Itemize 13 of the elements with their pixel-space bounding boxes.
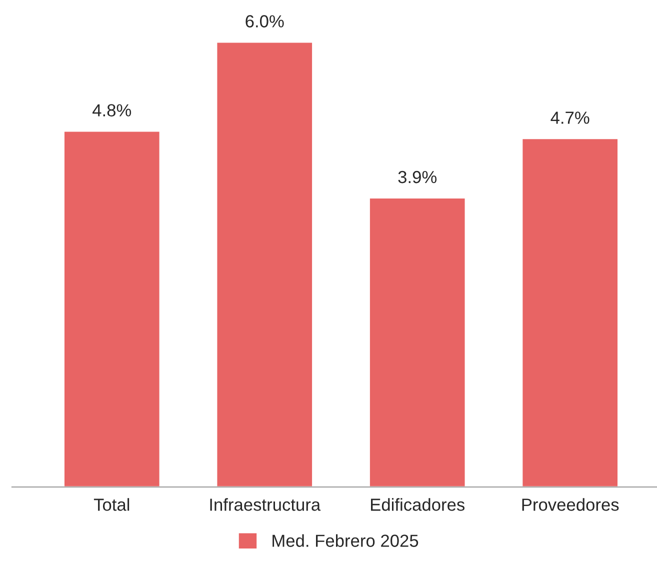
- data-label: 4.7%: [550, 112, 590, 124]
- bar: [368, 197, 466, 487]
- data-label: 4.8%: [92, 104, 132, 116]
- bar: [521, 138, 619, 487]
- data-label: 3.9%: [398, 170, 437, 184]
- data-label: 6.0%: [246, 15, 284, 28]
- bar: [216, 41, 314, 487]
- x-tick-label: Total: [94, 498, 130, 511]
- x-tick-label: Proveedores: [522, 498, 619, 511]
- legend-label: Med. Febrero 2025: [272, 534, 418, 547]
- x-tick-label: Edificadores: [371, 498, 465, 511]
- bar: [63, 130, 161, 487]
- x-tick-label: Infraestructura: [210, 498, 321, 511]
